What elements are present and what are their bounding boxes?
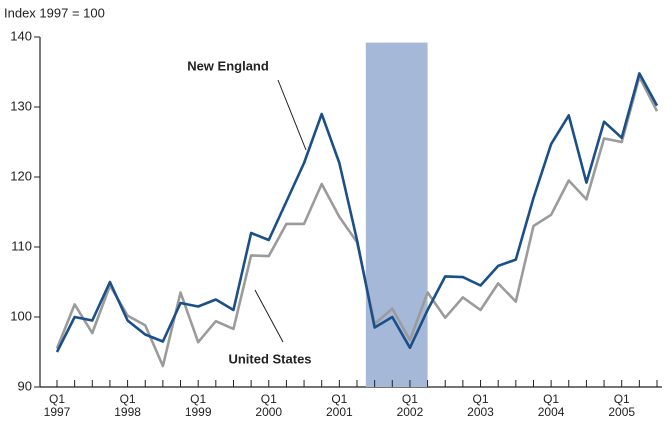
x-tick-label: Q1 2003	[467, 392, 494, 419]
x-tick-label: Q1 2000	[255, 392, 283, 419]
y-tick-label: 120	[10, 168, 32, 183]
x-tick-label: Q1 2004	[537, 392, 565, 419]
x-tick-label: Q1 1998	[114, 392, 141, 419]
y-tick-label: 100	[10, 308, 32, 323]
y-tick-label: 110	[11, 238, 32, 253]
x-tick-label: Q1 1999	[184, 392, 212, 419]
series-line	[55, 72, 659, 353]
legend-label: United States	[228, 351, 311, 366]
leader-line	[277, 79, 307, 151]
y-axis-label: Index 1997 = 100	[4, 5, 105, 20]
x-tick-label: Q1 2001	[325, 392, 353, 419]
x-tick-label: Q1 2002	[396, 392, 424, 419]
y-tick-label: 140	[10, 28, 32, 43]
recession-band	[365, 42, 428, 387]
legend-label: New England	[187, 58, 269, 73]
x-tick-label: Q1 1997	[43, 392, 71, 419]
y-tick-label: 130	[10, 98, 32, 113]
y-tick-label: 90	[18, 378, 32, 393]
x-tick-label: Q1 2005	[608, 392, 636, 419]
leader-line	[254, 289, 284, 343]
